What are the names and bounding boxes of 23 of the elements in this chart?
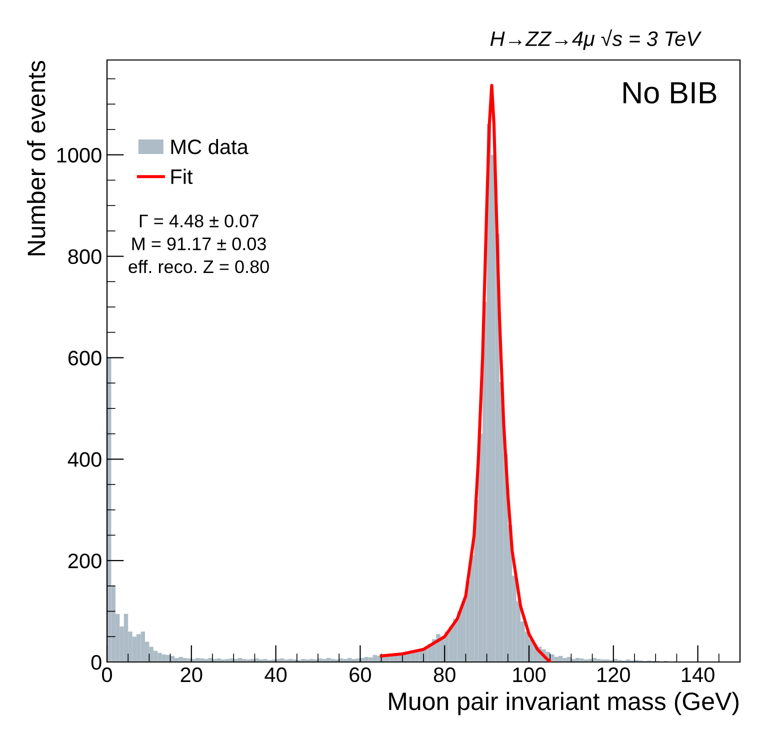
legend-label: Fit [171, 168, 193, 184]
x-tick-label: 40 [264, 667, 287, 682]
annotation: M = 91.17 ± 0.03 [132, 237, 266, 250]
y-axis-title: Number of events [26, 60, 46, 256]
chart-title: H→ZZ→4μ √s = 3 TeV [490, 29, 702, 50]
annotation: No BIB [624, 82, 716, 104]
y-tick-label: 200 [68, 554, 102, 568]
x-axis-title: Muon pair invariant mass (GeV) [389, 692, 738, 716]
annotation: Γ = 4.48 ± 0.07 [140, 214, 258, 228]
x-tick-label: 60 [350, 667, 371, 682]
y-tick-label: 0 [91, 655, 102, 670]
x-tick-label: 100 [513, 667, 546, 682]
y-tick-label: 600 [68, 350, 102, 366]
y-tick-label: 1000 [57, 148, 102, 163]
annotation: eff. reco. Z = 0.80 [128, 260, 269, 274]
legend-label: MC data [171, 138, 248, 154]
x-tick-label: 120 [598, 667, 630, 682]
y-tick-label: 400 [68, 452, 102, 467]
x-tick-label: 0 [102, 667, 112, 682]
y-tick-label: 800 [68, 249, 102, 264]
x-tick-label: 140 [682, 667, 714, 682]
x-tick-label: 20 [180, 667, 202, 682]
x-tick-label: 80 [434, 667, 456, 682]
